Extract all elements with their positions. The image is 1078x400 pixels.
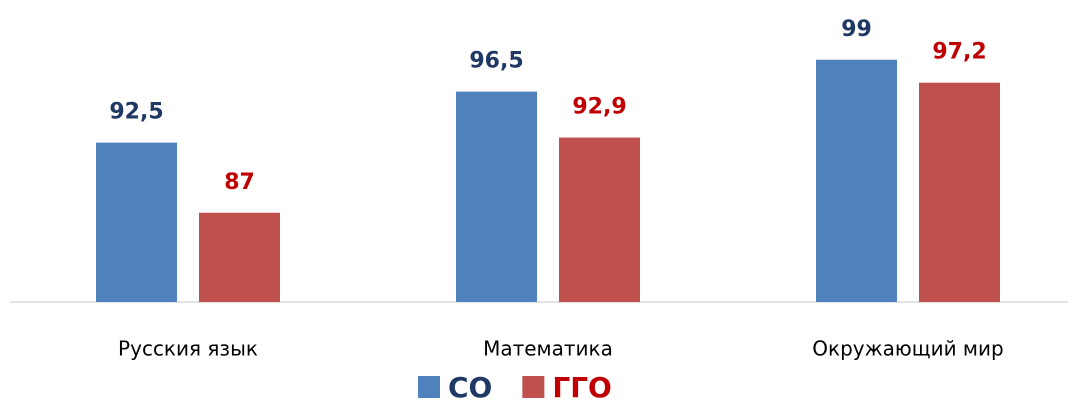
data-label: 97,2 [932,40,986,65]
x-tick-label: Русския язык [118,337,258,361]
data-label: 92,9 [572,95,626,120]
bar [199,212,280,302]
bar [456,91,537,302]
legend-swatch [522,376,545,398]
bar [96,142,177,302]
data-label: 96,5 [469,49,523,74]
data-label: 92,5 [109,100,163,125]
x-tick-label: Окружающий мир [812,337,1003,361]
bar [559,137,640,302]
data-label: 99 [841,17,872,42]
data-label: 87 [224,170,255,195]
bar [919,82,1000,302]
legend-label: ГГО [552,371,612,400]
bar [816,59,897,302]
legend-label: СО [448,371,492,400]
legend-swatch [418,376,440,398]
x-tick-label: Математика [483,337,613,361]
